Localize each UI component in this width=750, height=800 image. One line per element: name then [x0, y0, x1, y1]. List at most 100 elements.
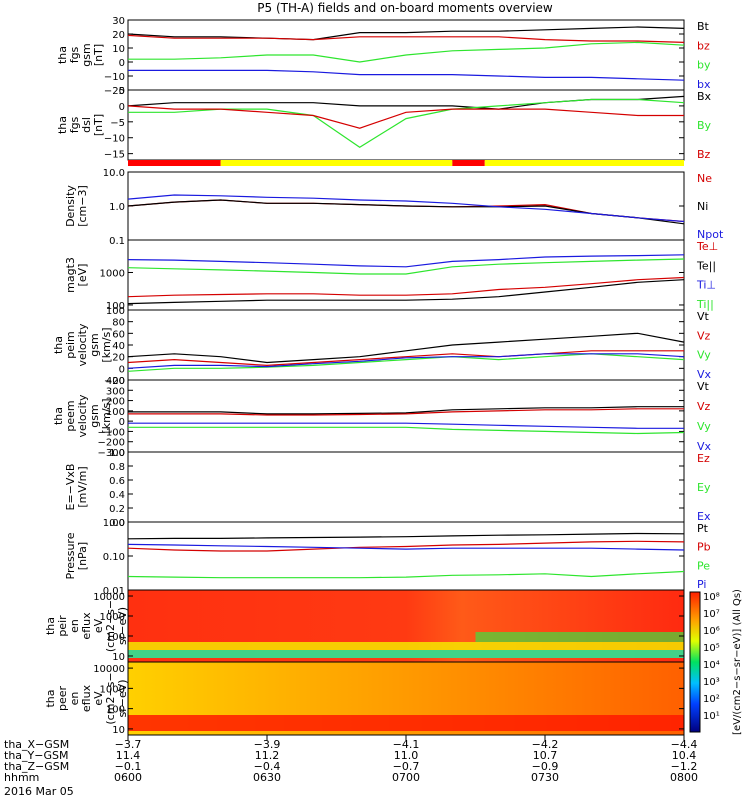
series-line-Vt [127, 332, 685, 364]
y-tick-label: 5 [119, 86, 125, 97]
y-axis-label: eflux [80, 612, 93, 640]
x-row-value: 10.4 [672, 749, 697, 762]
colorbar-label: [eV/(cm2−s−sr−eV)] (All Qs) [732, 589, 743, 735]
y-axis-label: tha [44, 617, 57, 635]
y-tick-label: −200 [98, 438, 125, 449]
legend-Ex: Ex [697, 510, 711, 523]
x-row-value: 0800 [670, 771, 698, 784]
panel-peer_en_eflux: 10000 1000 100 10 tha peer en eflux eV (cm2−s− sr−… [44, 661, 685, 736]
series-line-Pi [127, 543, 685, 551]
x-axis-block: tha_X−GSM −3.7 −3.9 −4.1 −4.2 −4.4 tha_Y−GSM 11… [4, 735, 698, 798]
y-axis-label: [nT] [92, 44, 105, 66]
panel-frame [127, 309, 685, 381]
y-tick-label: 100 [106, 705, 125, 716]
y-tick-label: 80 [112, 318, 125, 329]
legend-Vz: Vz [697, 400, 711, 413]
panel-peir_en_eflux: 10000 1000 100 10 tha peir en eflux eV (cm2−s− sr−… [44, 589, 685, 663]
x-row-value: 11.0 [394, 749, 419, 762]
y-tick-label: −5 [110, 118, 125, 129]
y-tick-label: 1000 [100, 684, 125, 695]
y-tick-label: 30 [112, 16, 125, 27]
enhanced-flux-band [475, 632, 684, 642]
y-tick-label: 0.01 [103, 586, 125, 597]
legend-Ti⊥: Ti⊥ [696, 279, 716, 292]
series-line-Vz [127, 350, 684, 367]
x-row-value: −3.7 [115, 738, 142, 751]
y-tick-label: 0.4 [109, 490, 125, 501]
y-axis-label: Pressure [64, 532, 77, 579]
mode-bar [128, 160, 684, 166]
colorbar-tick-label: 10⁴ [703, 660, 720, 671]
y-tick-label: 100 [106, 632, 125, 643]
y-tick-label: 0 [119, 102, 125, 113]
y-axis-label: magt3 [64, 257, 77, 293]
y-axis-label: eV [92, 618, 105, 633]
y-tick-label: 100 [106, 306, 125, 317]
series-line-by [128, 41, 685, 63]
colorbar-tick-label: 10³ [703, 677, 720, 688]
legend-Bt: Bt [697, 20, 710, 33]
series-line-Npot [127, 194, 685, 223]
y-tick-label: 1.0 [109, 448, 125, 459]
y-tick-label: −10 [104, 134, 125, 145]
y-tick-label: 0.1 [109, 236, 125, 247]
colorbar: [eV/(cm2−s−sr−eV)] (All Qs) 10⁸ 10⁷ 10⁶ 10⁵ 1… [689, 589, 743, 735]
series-line-Pt [127, 532, 685, 540]
series-line-Ti⊥ [127, 254, 685, 268]
y-axis-label: sr−eV) [116, 607, 129, 645]
y-tick-label: 10 [112, 652, 125, 663]
y-tick-label: 200 [106, 397, 125, 408]
y-axis-label: peir [56, 615, 69, 637]
series-line-Ti|| [127, 258, 685, 275]
colorbar-tick-label: 10⁷ [703, 609, 720, 620]
y-tick-label: 10 [112, 725, 125, 736]
y-tick-label: 10.0 [103, 168, 125, 179]
y-axis-label: [km/s] [100, 327, 113, 362]
series-line-Vx [127, 353, 685, 369]
legend-Pt: Pt [697, 522, 709, 535]
y-axis-label: Density [64, 185, 77, 227]
y-axis-label: gsm [88, 333, 101, 356]
legend-Vx: Vx [697, 368, 712, 381]
x-row-label: tha_Y−GSM [4, 749, 68, 762]
y-tick-label: 1.00 [103, 518, 125, 529]
y-axis-label: gsm [88, 404, 101, 427]
x-row-value: 10.7 [533, 749, 558, 762]
series-line-bz [127, 34, 685, 43]
colorbar-tick-label: 10² [703, 694, 720, 705]
x-row-value: 0700 [392, 771, 420, 784]
x-row-value: −4.1 [393, 738, 420, 751]
series-line-Bz [127, 105, 684, 129]
panel-pressure: 1.00 0.10 0.01 Pressure [nPa] Pt Pb Pe Pi [64, 518, 711, 597]
legend-Vz: Vz [697, 329, 711, 342]
lowest-energy-band [128, 650, 684, 658]
legend-Vy: Vy [697, 420, 711, 433]
x-date: 2016 Mar 05 [4, 785, 74, 798]
mode-bar-red [452, 160, 485, 166]
mode-bar-yellow [484, 160, 684, 166]
y-axis-label: peim [64, 331, 77, 359]
series-line-Pe [127, 570, 685, 579]
panel-temperature: 1000 100 magt3 [eV] Te⊥ Te|| Ti⊥ Ti|| [64, 239, 718, 312]
y-tick-label: 0.2 [109, 504, 125, 515]
legend-Pb: Pb [697, 541, 711, 554]
legend-Ez: Ez [697, 452, 710, 465]
low-energy-band [128, 715, 684, 731]
y-tick-label: 300 [106, 386, 125, 397]
y-axis-label: (cm2−s− [104, 600, 117, 652]
y-axis-label: [eV] [76, 264, 89, 287]
y-axis-label: fgs [68, 46, 81, 63]
legend-Npot: Npot [697, 228, 724, 241]
legend-Bx: Bx [697, 90, 712, 103]
y-axis-label: dsl [80, 117, 93, 133]
y-tick-label: 0 [119, 364, 125, 375]
series-line-Vz [128, 408, 684, 416]
colorbar-tick-label: 10⁶ [703, 626, 720, 637]
panel-frame [127, 89, 685, 161]
y-tick-label: 10000 [93, 664, 125, 675]
y-tick-label: 100 [106, 301, 125, 312]
x-row-value: −0.7 [393, 760, 420, 773]
series-line-Vt [128, 406, 684, 415]
